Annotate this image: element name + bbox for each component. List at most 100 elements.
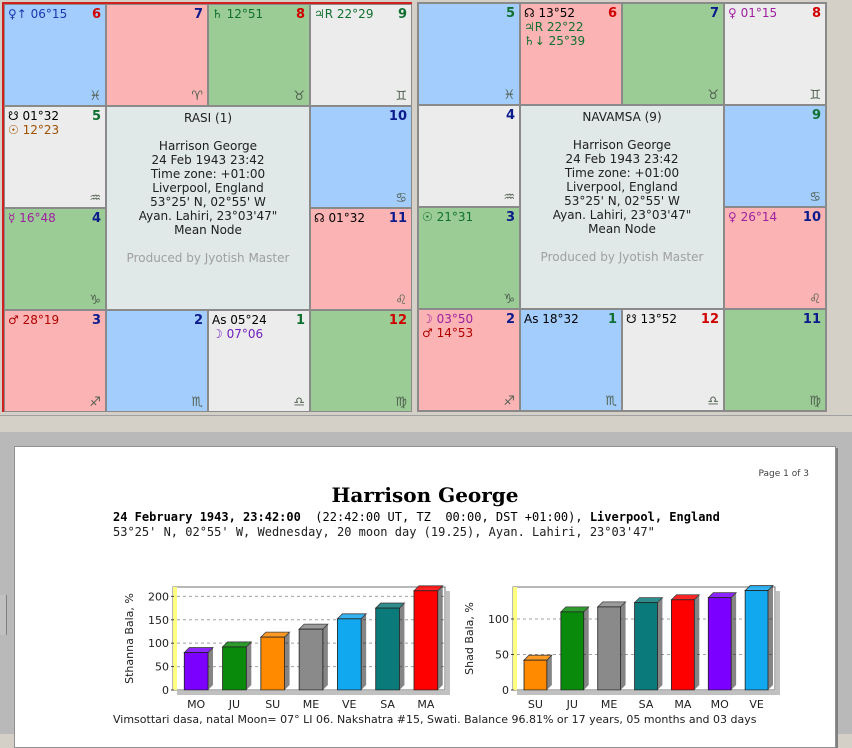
planet-position[interactable]: ♂ 28°19 bbox=[8, 313, 60, 327]
bar-side bbox=[620, 601, 626, 690]
planet-position[interactable]: ♄↓ 25°39 bbox=[524, 34, 586, 48]
navamsa-house-6[interactable]: 6 ☊ 13°52 ♃R 22°22 ♄↓ 25°39 bbox=[520, 3, 622, 105]
zodiac-sign-icon: ♑ bbox=[89, 293, 101, 308]
planet-position[interactable]: ☽ 03°50 bbox=[422, 312, 474, 326]
house-number: 6 bbox=[91, 7, 101, 22]
rasi-node: Mean Node bbox=[174, 223, 242, 237]
navamsa-house-11[interactable]: 11 ♍ bbox=[724, 309, 826, 411]
zodiac-sign-icon: ♓ bbox=[89, 89, 101, 104]
house-number: 8 bbox=[295, 7, 305, 22]
rasi-house-7[interactable]: 7 ♈ bbox=[106, 4, 208, 106]
bar-side bbox=[246, 641, 252, 690]
navamsa-datetime: 24 Feb 1943 23:42 bbox=[565, 152, 679, 166]
house-number: 10 bbox=[802, 210, 821, 225]
navamsa-house-12[interactable]: 12 ♎ ☋ 13°52 bbox=[622, 309, 724, 411]
rasi-house-11[interactable]: 11 ♌ ☊ 01°32 bbox=[310, 208, 412, 310]
planet-position[interactable]: ♀↑ 06°15 bbox=[8, 7, 68, 21]
planet-position[interactable]: ☊ 01°32 bbox=[314, 211, 366, 225]
rasi-chart[interactable]: RASI (1) Harrison George 24 Feb 1943 23:… bbox=[2, 2, 412, 412]
rasi-house-3[interactable]: 3 ♐ ♂ 28°19 bbox=[4, 310, 106, 412]
report-birth-ut: (22:42:00 UT, TZ 00:00, DST +01:00), bbox=[300, 510, 590, 524]
bar-me bbox=[597, 606, 621, 691]
navamsa-house-5[interactable]: 5 ♓ bbox=[418, 3, 520, 105]
planet-position[interactable]: ♀ 26°14 bbox=[728, 210, 778, 224]
house-number: 12 bbox=[388, 313, 407, 328]
x-tick-label: SA bbox=[639, 698, 654, 711]
y-tick-label: 100 bbox=[488, 613, 509, 626]
planet-position[interactable]: ☽ 07°06 bbox=[212, 327, 264, 341]
y-tick-label: 50 bbox=[495, 648, 509, 661]
report-page: Page 1 of 3 Harrison George 24 February … bbox=[14, 446, 836, 748]
rasi-house-9[interactable]: 9 ♊ ♃R 22°29 bbox=[310, 4, 412, 106]
bar-side bbox=[583, 606, 589, 690]
navamsa-house-1[interactable]: 1 ♏ As 18°32 bbox=[520, 309, 622, 411]
plot-side-band bbox=[173, 587, 177, 690]
bar-top bbox=[221, 641, 253, 648]
rasi-house-8[interactable]: 8 ♉ ♄ 12°51 bbox=[208, 4, 310, 106]
planet-position[interactable]: As 05°24 bbox=[212, 313, 267, 327]
planet-position[interactable]: ☊ 13°52 bbox=[524, 6, 576, 20]
rasi-house-6[interactable]: 6 ♓ ♀↑ 06°15 bbox=[4, 4, 106, 106]
x-tick-label: MA bbox=[417, 698, 434, 711]
navamsa-house-10[interactable]: 10 ♌ ♀ 26°14 bbox=[724, 207, 826, 309]
navamsa-name: Harrison George bbox=[572, 138, 672, 152]
bar-ju bbox=[222, 646, 247, 691]
x-tick-label: SA bbox=[380, 698, 395, 711]
planet-position[interactable]: ☋ 01°32 bbox=[8, 109, 60, 123]
rasi-house-5[interactable]: 5 ♒ ☋ 01°32 ☉ 12°23 bbox=[4, 106, 106, 208]
planet-position[interactable]: ♀ 01°15 bbox=[728, 6, 778, 20]
planet-position[interactable]: ☉ 12°23 bbox=[8, 123, 60, 137]
report-birth-place: Liverpool, England bbox=[589, 510, 720, 524]
navamsa-house-7[interactable]: 7 ♉ bbox=[622, 3, 724, 105]
x-tick-label: MO bbox=[187, 698, 205, 711]
rasi-house-2[interactable]: 2 ♏ bbox=[106, 310, 208, 412]
bar-su bbox=[523, 659, 548, 691]
navamsa-house-9[interactable]: 9 ♋ bbox=[724, 105, 826, 207]
y-axis-label: Shad Bala, % bbox=[463, 602, 476, 675]
planet-position[interactable]: As 18°32 bbox=[524, 312, 579, 326]
rasi-coords: 53°25' N, 02°55' W bbox=[150, 195, 266, 209]
x-tick-label: VE bbox=[749, 698, 764, 711]
planet-position[interactable]: ♃R 22°22 bbox=[524, 20, 584, 34]
bar-top bbox=[413, 585, 444, 592]
bar-side bbox=[208, 647, 214, 690]
planet-position[interactable]: ♃R 22°29 bbox=[314, 7, 374, 21]
rasi-house-1[interactable]: 1 ♎ As 05°24 ☽ 07°06 bbox=[208, 310, 310, 412]
x-tick-label: JU bbox=[228, 698, 240, 711]
bar-ma bbox=[671, 599, 695, 691]
plot-shadow-bottom bbox=[177, 691, 450, 695]
report-dasa-footer: Vimsottari dasa, natal Moon= 07° LI 06. … bbox=[113, 713, 757, 726]
house-number: 8 bbox=[811, 6, 821, 21]
house-number: 7 bbox=[709, 6, 719, 21]
navamsa-house-8[interactable]: 8 ♊ ♀ 01°15 bbox=[724, 3, 826, 105]
splitter-bar[interactable] bbox=[0, 415, 852, 433]
planet-position[interactable]: ☋ 13°52 bbox=[626, 312, 678, 326]
sthanna-bala-chart: 0 50 100 150 200 Sthanna Bala, % MO JU SU ME VE SA M… bbox=[123, 585, 450, 711]
bar-ve bbox=[744, 590, 769, 691]
house-number: 2 bbox=[193, 313, 203, 328]
navamsa-chart[interactable]: NAVAMSA (9) Harrison George 24 Feb 1943 … bbox=[417, 2, 827, 412]
side-grip[interactable] bbox=[0, 595, 7, 635]
rasi-house-10[interactable]: 10 ♋ bbox=[310, 106, 412, 208]
bar-sa bbox=[634, 602, 658, 691]
planet-position[interactable]: ☉ 21°31 bbox=[422, 210, 474, 224]
zodiac-sign-icon: ♐ bbox=[89, 395, 101, 410]
bar-top bbox=[259, 631, 291, 638]
house-number: 10 bbox=[388, 109, 407, 124]
rasi-house-4[interactable]: 4 ♑ ☿ 16°48 bbox=[4, 208, 106, 310]
navamsa-place: Liverpool, England bbox=[566, 180, 678, 194]
house-number: 9 bbox=[397, 7, 407, 22]
bar-side bbox=[657, 597, 663, 690]
planet-position[interactable]: ♄ 12°51 bbox=[212, 7, 264, 21]
rasi-house-12[interactable]: 12 ♍ bbox=[310, 310, 412, 412]
zodiac-sign-icon: ♌ bbox=[809, 292, 821, 307]
zodiac-sign-icon: ♋ bbox=[809, 190, 821, 205]
bar-side bbox=[767, 585, 773, 690]
rasi-center-panel: RASI (1) Harrison George 24 Feb 1943 23:… bbox=[106, 106, 310, 310]
navamsa-house-4[interactable]: 4 ♒ bbox=[418, 105, 520, 207]
planet-position[interactable]: ♂ 14°53 bbox=[422, 326, 474, 340]
navamsa-house-2[interactable]: 2 ♐ ☽ 03°50 ♂ 14°53 bbox=[418, 309, 520, 411]
planet-position[interactable]: ☿ 16°48 bbox=[8, 211, 56, 225]
house-number: 6 bbox=[607, 6, 617, 21]
navamsa-house-3[interactable]: 3 ♑ ☉ 21°31 bbox=[418, 207, 520, 309]
